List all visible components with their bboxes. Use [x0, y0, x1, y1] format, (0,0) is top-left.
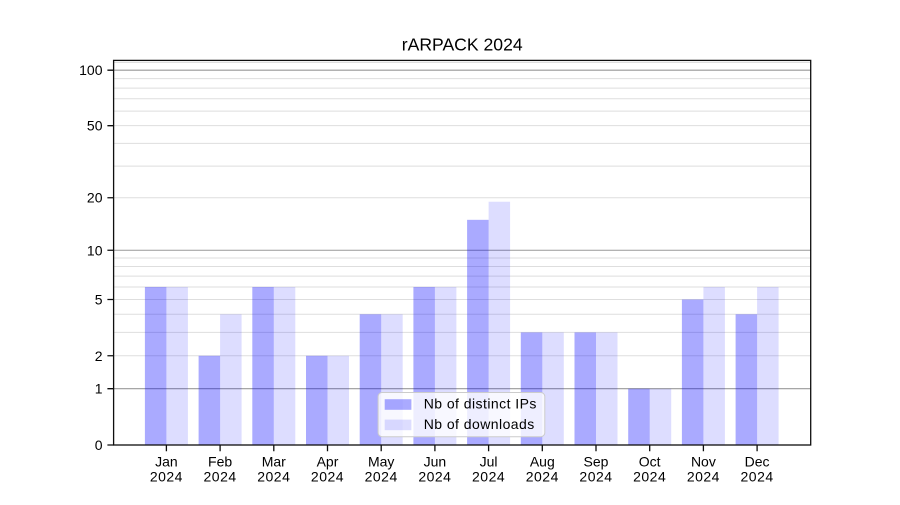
svg-text:Jan: Jan: [155, 454, 178, 470]
svg-text:5: 5: [95, 291, 103, 307]
svg-text:Sep: Sep: [584, 454, 609, 470]
svg-text:May: May: [368, 454, 394, 470]
svg-text:2024: 2024: [204, 468, 237, 484]
svg-text:Nov: Nov: [691, 454, 716, 470]
svg-text:2024: 2024: [633, 468, 666, 484]
svg-text:Nb of distinct IPs: Nb of distinct IPs: [424, 395, 537, 411]
svg-text:Apr: Apr: [317, 454, 339, 470]
svg-text:2024: 2024: [311, 468, 344, 484]
svg-text:20: 20: [87, 190, 103, 206]
svg-text:2024: 2024: [365, 468, 398, 484]
svg-text:1: 1: [95, 381, 103, 397]
svg-text:Oct: Oct: [639, 454, 661, 470]
svg-text:50: 50: [87, 118, 103, 134]
svg-text:2024: 2024: [472, 468, 505, 484]
svg-text:Jun: Jun: [424, 454, 447, 470]
svg-text:Jul: Jul: [480, 454, 498, 470]
svg-text:Feb: Feb: [208, 454, 232, 470]
svg-text:2024: 2024: [257, 468, 290, 484]
svg-text:2024: 2024: [579, 468, 612, 484]
svg-text:2024: 2024: [687, 468, 720, 484]
svg-text:Mar: Mar: [262, 454, 286, 470]
svg-text:Aug: Aug: [530, 454, 555, 470]
svg-text:Nb of downloads: Nb of downloads: [424, 416, 535, 432]
svg-text:2024: 2024: [741, 468, 774, 484]
svg-text:Dec: Dec: [745, 454, 770, 470]
svg-text:2: 2: [95, 348, 103, 364]
svg-text:2024: 2024: [526, 468, 559, 484]
svg-text:10: 10: [87, 242, 103, 258]
svg-text:rARPACK 2024: rARPACK 2024: [402, 35, 523, 55]
svg-text:100: 100: [79, 62, 103, 78]
svg-text:2024: 2024: [150, 468, 183, 484]
svg-text:2024: 2024: [418, 468, 451, 484]
svg-text:0: 0: [95, 437, 103, 453]
